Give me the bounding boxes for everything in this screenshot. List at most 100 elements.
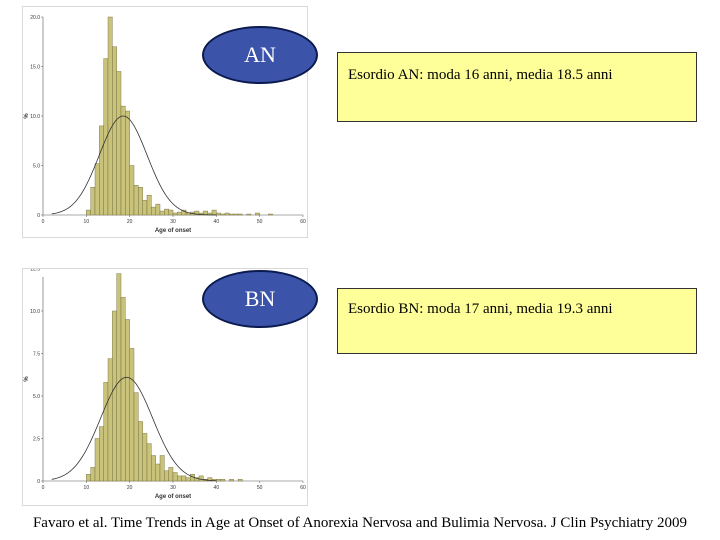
histogram-bar [177,211,182,216]
histogram-bar [107,16,113,216]
histogram-bar [255,212,260,216]
histogram-bar [138,421,143,482]
x-tick-label: 60 [300,485,306,491]
histogram-bar [103,382,109,482]
histogram-bar [138,187,143,216]
histogram-bar [151,455,156,482]
y-tick-label: 20.0 [30,15,40,21]
histogram-bar [90,467,96,482]
histogram-bar [120,105,126,216]
histogram-bar [233,213,239,216]
x-tick-label: 40 [214,485,220,491]
x-tick-label: 50 [257,485,263,491]
x-tick-label: 50 [257,219,263,225]
histogram-bar [133,392,139,482]
histogram-bar [133,185,139,216]
an-label-ellipse: AN [202,26,318,84]
histogram-bar [168,467,174,482]
y-tick-label: 5.0 [33,164,40,170]
y-tick-label: 15.0 [30,65,40,71]
y-tick-label: 2.5 [33,437,40,443]
histogram-bar [220,479,226,482]
histogram-bar [125,319,130,482]
histogram-bar [94,163,100,216]
histogram-bar [220,213,226,216]
y-tick-label: 10.0 [30,309,40,315]
histogram-bar [159,455,165,482]
x-tick-label: 20 [127,485,133,491]
normal-curve-line [51,376,217,482]
x-tick-label: 0 [42,219,45,225]
y-axis-label: % [24,113,30,119]
histogram-bar [112,310,117,482]
histogram-bar [112,46,117,216]
histogram-bar [172,212,178,216]
histogram-bar [181,475,187,482]
bn-histogram-chart: 0 10 20 30 40 50 60 0 2.5 5.0 7.5 10.0 12.5 Age of on… [24,269,306,500]
histogram-bar [86,473,91,482]
histogram-bar [90,187,96,216]
x-tick-label: 60 [300,219,306,225]
histogram-bar [229,479,234,482]
histogram-bar [151,206,156,216]
y-tick-label: 5.0 [33,394,40,400]
x-tick-label: 20 [127,219,133,225]
y-tick-label: 7.5 [33,352,40,358]
histogram-bar [129,165,135,216]
bn-note-box: Esordio BN: moda 17 anni, media 19.3 ann… [337,288,697,354]
histogram-bar [86,209,91,216]
histogram-bar [129,348,135,482]
histogram-bar [142,199,148,216]
y-axis-label: % [24,376,30,382]
x-tick-label: 10 [84,219,90,225]
histogram-bar [229,213,234,216]
histogram-bar [164,470,169,482]
histogram-bar [168,209,174,216]
histogram-bar [146,194,152,216]
y-tick-label: 0 [37,479,40,485]
bn-label-ellipse: BN [202,270,318,328]
histogram-bar [94,438,100,482]
histogram-bar [246,213,252,216]
histogram-bar [216,479,221,482]
histogram-bar [103,58,109,216]
x-axis-label: Age of onset [155,228,191,234]
histogram-bar [172,472,178,482]
histogram-bar [211,209,217,216]
histogram-bar [185,477,191,482]
histogram-bar [159,210,165,216]
histogram-bar [237,213,243,216]
histogram-bar [198,475,204,482]
histogram-bar [164,208,169,216]
histogram-bar [146,443,152,482]
histogram-bar [99,125,104,216]
x-tick-label: 0 [42,485,45,491]
x-tick-label: 10 [84,485,90,491]
histogram-bar [120,297,126,482]
normal-curve-line [51,115,217,216]
histogram-bar [155,463,161,482]
histogram-bar [155,203,161,216]
histogram-bar [116,71,122,216]
histogram-bar [224,212,230,216]
an-histogram-chart: 0 10 20 30 40 50 60 0 5.0 10.0 15.0 20.0 Age of onse… [24,15,306,234]
x-axis-label: Age of onset [155,494,191,500]
histogram-bar [116,273,122,482]
histogram-bar [268,213,273,216]
histogram-bar [99,426,104,482]
histogram-bar [107,358,113,482]
histogram-bar [216,212,221,216]
x-tick-label: 40 [214,219,220,225]
histogram-bar [142,433,148,482]
an-note-box: Esordio AN: moda 16 anni, media 18.5 ann… [337,52,697,122]
y-tick-label: 12.5 [30,269,40,273]
histogram-bar [177,475,182,482]
x-tick-label: 30 [170,485,176,491]
y-tick-label: 0 [37,213,40,219]
histogram-bar [237,479,243,482]
histogram-bar [125,110,130,216]
y-tick-label: 10.0 [30,114,40,120]
citation-text: Favaro et al. Time Trends in Age at Onse… [32,515,688,531]
histogram-bar [181,209,187,216]
x-tick-label: 30 [170,219,176,225]
